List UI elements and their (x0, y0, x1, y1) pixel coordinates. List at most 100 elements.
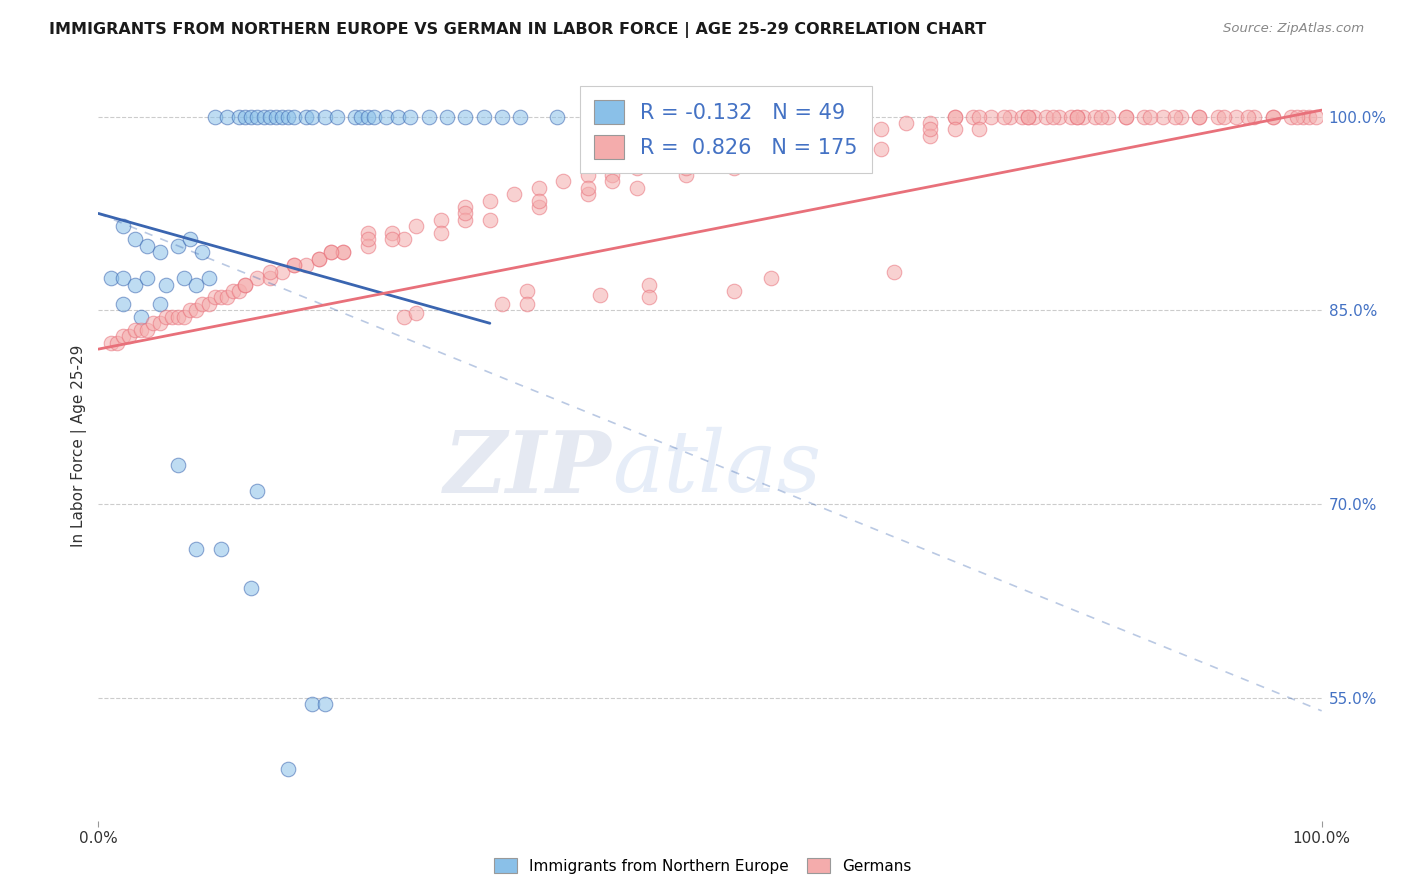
Point (136, 323, 159, 337)
Point (270, 110, 294, 124)
Point (149, 316, 172, 330)
Point (233, 277, 256, 292)
Point (186, 277, 208, 292)
Point (980, 110, 1002, 124)
Point (576, 168, 599, 182)
Point (675, 161, 697, 176)
Point (277, 110, 299, 124)
Point (246, 484, 269, 499)
Point (894, 116, 917, 130)
Point (920, 128, 942, 143)
Point (943, 110, 966, 124)
Point (546, 110, 568, 124)
Point (920, 122, 942, 136)
Point (308, 252, 330, 266)
Point (129, 323, 152, 337)
Point (149, 245, 172, 260)
Point (215, 290, 238, 304)
Point (363, 110, 385, 124)
Point (723, 142, 745, 156)
Point (943, 110, 966, 124)
Point (136, 271, 159, 285)
Point (772, 154, 794, 169)
Point (761, 148, 783, 162)
Point (326, 110, 349, 124)
Point (1035, 110, 1057, 124)
Point (1206, 110, 1229, 124)
Point (1066, 110, 1088, 124)
Point (1225, 110, 1247, 124)
Point (515, 284, 537, 298)
Point (392, 232, 416, 246)
Point (264, 110, 287, 124)
Point (943, 122, 966, 136)
Point (228, 110, 250, 124)
Point (920, 116, 942, 130)
Point (191, 245, 214, 260)
Point (553, 174, 575, 188)
Point (209, 290, 232, 304)
Point (332, 245, 354, 260)
Point (527, 180, 550, 194)
Point (381, 232, 404, 246)
Point (772, 136, 794, 150)
Text: IMMIGRANTS FROM NORTHERN EUROPE VS GERMAN IN LABOR FORCE | AGE 25-29 CORRELATION: IMMIGRANTS FROM NORTHERN EUROPE VS GERMA… (49, 22, 987, 38)
Point (1017, 110, 1039, 124)
Point (723, 284, 745, 298)
Point (405, 306, 427, 320)
Point (142, 316, 165, 330)
Point (454, 213, 477, 227)
Point (527, 194, 550, 208)
Point (124, 232, 146, 246)
Point (197, 271, 219, 285)
Point (233, 110, 256, 124)
Point (600, 174, 623, 188)
Point (637, 277, 661, 292)
Point (1212, 110, 1234, 124)
Point (167, 458, 190, 473)
Point (100, 271, 122, 285)
Point (761, 271, 783, 285)
Point (301, 698, 323, 712)
Point (576, 180, 599, 194)
Point (1298, 110, 1320, 124)
Point (160, 310, 183, 324)
Point (821, 128, 844, 143)
Point (350, 110, 373, 124)
Point (962, 110, 984, 124)
Point (277, 762, 299, 776)
Point (111, 329, 134, 343)
Point (1071, 110, 1094, 124)
Point (228, 284, 250, 298)
Point (129, 310, 152, 324)
Text: Source: ZipAtlas.com: Source: ZipAtlas.com (1223, 22, 1364, 36)
Point (1060, 110, 1083, 124)
Point (1261, 110, 1284, 124)
Point (233, 277, 256, 292)
Point (405, 219, 427, 234)
Point (392, 310, 416, 324)
Point (478, 194, 501, 208)
Point (270, 264, 294, 278)
Point (436, 110, 458, 124)
Point (252, 110, 274, 124)
Point (993, 110, 1015, 124)
Point (356, 232, 378, 246)
Point (515, 297, 537, 311)
Point (845, 122, 868, 136)
Point (821, 136, 844, 150)
Point (295, 110, 318, 124)
Point (387, 110, 409, 124)
Point (1152, 110, 1174, 124)
Point (1017, 110, 1039, 124)
Point (374, 110, 396, 124)
Point (283, 258, 305, 272)
Point (503, 187, 526, 202)
Point (283, 110, 305, 124)
Point (1139, 110, 1161, 124)
Point (491, 110, 513, 124)
Point (1047, 110, 1070, 124)
Point (967, 122, 990, 136)
Point (111, 219, 134, 234)
Point (418, 110, 440, 124)
